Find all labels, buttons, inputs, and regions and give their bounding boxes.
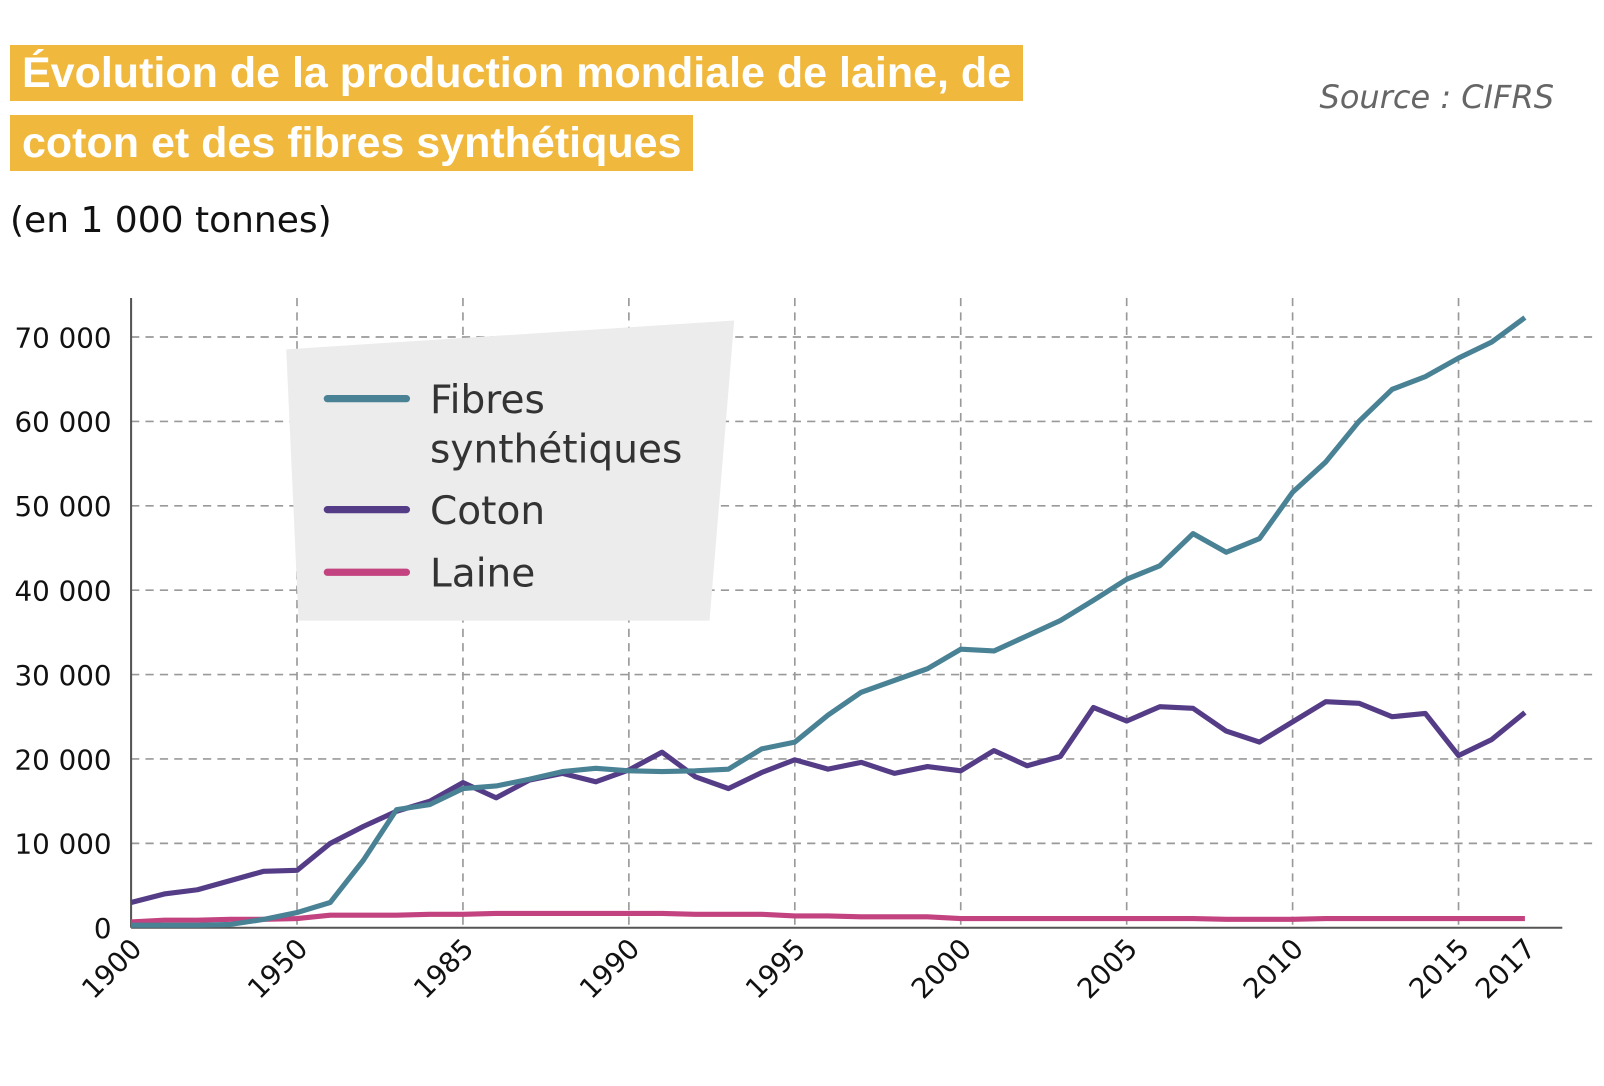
legend-label-line: synthétiques [430, 427, 682, 472]
y-tick-label: 20 000 [15, 743, 112, 776]
x-tick-label: 2017 [1469, 932, 1542, 1005]
y-tick-label: 30 000 [15, 659, 112, 692]
title-box: Évolution de la production mondiale de l… [10, 38, 1140, 178]
y-tick-label: 50 000 [15, 490, 112, 523]
y-tick-label: 70 000 [15, 321, 112, 354]
y-tick-label: 10 000 [15, 828, 112, 861]
x-tick-label: 2015 [1403, 932, 1476, 1005]
y-tick-label: 60 000 [15, 406, 112, 439]
source: Source : CIFRS [1319, 78, 1554, 116]
series-line [130, 699, 1527, 905]
subtitle: (en 1 000 tonnes) [10, 200, 332, 241]
x-tick-label: 1990 [573, 932, 646, 1005]
x-tick-label: 2005 [1071, 932, 1144, 1005]
y-tick-label: 40 000 [15, 574, 112, 607]
legend-label-line: Fibres [430, 378, 545, 423]
x-tick-label: 2000 [905, 932, 978, 1005]
series-line [130, 910, 1525, 925]
x-tick-label: 1995 [739, 932, 812, 1005]
x-tick-label: 2010 [1237, 932, 1310, 1005]
series-line [131, 315, 1527, 928]
legend-label: Coton [430, 489, 545, 534]
x-tick-label: 1950 [241, 932, 314, 1005]
legend-label: Fibres synthétiques [430, 378, 682, 472]
legend-label: Laine [430, 552, 535, 597]
x-tick-label: 1985 [407, 932, 480, 1005]
y-tick-label: 0 [94, 912, 112, 945]
x-tick-label: 1900 [75, 932, 148, 1005]
